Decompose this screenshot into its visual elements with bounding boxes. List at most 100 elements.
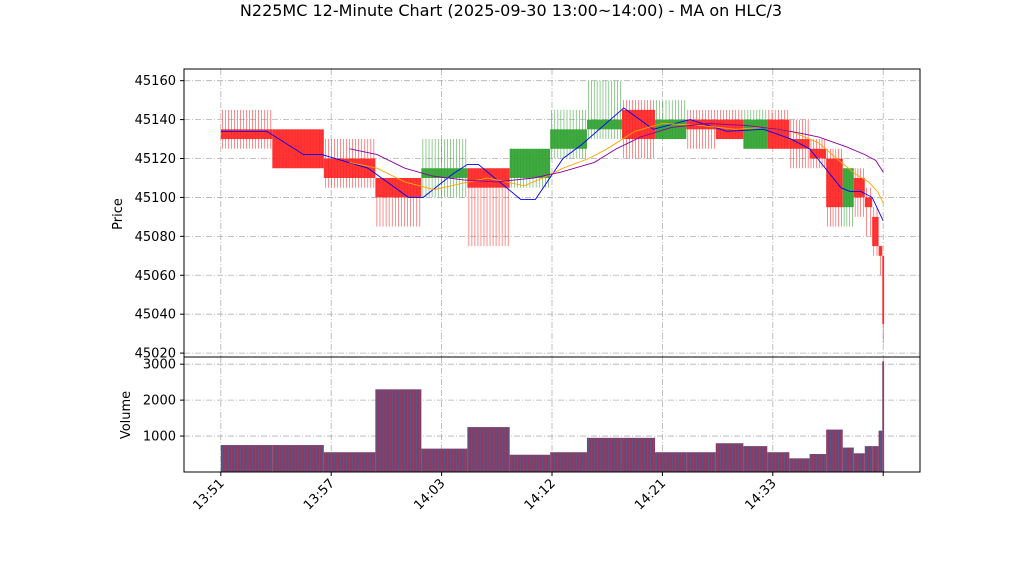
candle	[878, 246, 883, 276]
volume-bar	[375, 389, 422, 472]
price-tick-label: 45020	[135, 347, 176, 362]
candle-body	[621, 109, 656, 140]
volume-bar-fill	[586, 437, 622, 472]
candle	[323, 139, 376, 188]
candle	[809, 139, 827, 169]
price-tick-label: 45060	[135, 269, 176, 284]
volume-bar	[655, 452, 687, 472]
price-tick-label: 45160	[135, 74, 176, 89]
volume-bar	[621, 437, 656, 472]
candle	[421, 139, 468, 198]
x-tick-label: 13:51	[191, 476, 228, 513]
candle	[220, 109, 273, 149]
candle-body	[550, 129, 587, 149]
volume-bar	[767, 452, 790, 472]
candle-body	[743, 119, 768, 149]
candle	[686, 109, 716, 149]
candle-body	[220, 129, 273, 140]
volume-bar	[826, 429, 843, 472]
volume-bars	[220, 361, 885, 472]
candle	[621, 100, 656, 159]
candle-body	[272, 129, 324, 169]
volume-bar	[872, 446, 879, 472]
moving-averages	[220, 107, 884, 221]
candle-body	[809, 148, 827, 159]
volume-bar-fill	[550, 452, 587, 472]
x-tick-label: 14:03	[411, 476, 448, 513]
volume-bar	[550, 452, 587, 472]
volume-bar	[743, 446, 768, 472]
price-axis-label: Price	[111, 198, 126, 230]
volume-gridlines	[184, 357, 920, 472]
volume-bar	[323, 452, 376, 472]
price-tick-label: 45120	[135, 152, 176, 167]
volume-bar-fill	[809, 454, 827, 472]
volume-bar	[853, 453, 865, 472]
volume-bar-fill	[743, 446, 768, 472]
volume-bar-fill	[872, 446, 879, 472]
candle	[872, 207, 879, 256]
volume-bar-fill	[853, 453, 865, 472]
volume-bar	[467, 427, 510, 472]
volume-bar	[789, 458, 810, 472]
volume-tick-label: 1000	[143, 430, 176, 445]
x-ticks: 13:51 13:57 14:03 14:12 14:21 14:33	[191, 472, 884, 513]
volume-bar-fill	[864, 446, 873, 472]
x-tick-label: 14:33	[743, 476, 780, 513]
candle-body	[655, 119, 687, 140]
candle	[375, 177, 422, 227]
volume-bar	[809, 454, 827, 472]
candle	[586, 80, 622, 140]
candle-body	[323, 158, 376, 178]
volume-bar	[715, 443, 744, 472]
volume-bar	[220, 445, 273, 472]
candle-body	[842, 168, 854, 208]
moving-average-line-3	[349, 123, 884, 183]
candle-body	[509, 148, 551, 178]
candle	[853, 168, 865, 217]
candle-body	[853, 177, 865, 198]
volume-axis-label: Volume	[119, 391, 134, 439]
candle	[272, 129, 324, 169]
volume-bar	[509, 454, 551, 472]
candle-body	[872, 216, 879, 247]
volume-tick-label: 2000	[143, 394, 176, 409]
candle-body	[864, 197, 873, 208]
x-tick-label: 13:57	[301, 476, 338, 513]
volume-panel-frame	[183, 356, 921, 473]
volume-bar	[586, 437, 622, 472]
price-tick-label: 45040	[135, 308, 176, 323]
candle	[842, 168, 854, 227]
volume-bar-fill	[826, 429, 843, 472]
volume-bar	[882, 361, 885, 472]
moving-average-line-1	[220, 107, 884, 221]
candle	[655, 100, 687, 140]
candle	[467, 168, 510, 247]
price-tick-label: 45100	[135, 191, 176, 206]
volume-bar-fill	[467, 427, 510, 472]
candle	[864, 187, 873, 237]
volume-bar-fill	[842, 447, 854, 472]
candle-body	[878, 246, 883, 256]
x-tick-label: 14:21	[632, 476, 669, 513]
candle	[550, 109, 587, 159]
candle	[509, 148, 551, 188]
x-tick-label: 14:12	[522, 476, 559, 513]
candle-body	[375, 177, 422, 198]
volume-tick-label: 3000	[143, 358, 176, 373]
price-gridlines	[184, 69, 920, 357]
volume-bar	[686, 452, 716, 472]
candle-body	[421, 168, 468, 178]
volume-bar	[864, 446, 873, 472]
candle-body	[882, 255, 885, 324]
moving-average-line-2	[349, 123, 884, 204]
price-tick-label: 45140	[135, 113, 176, 128]
candlesticks	[220, 80, 885, 344]
chart-title: N225MC 12-Minute Chart (2025-09-30 13:00…	[240, 1, 782, 20]
volume-bar	[421, 448, 468, 472]
volume-bar	[842, 447, 854, 472]
volume-y-ticks: 1000 2000 3000	[143, 358, 184, 445]
price-tick-label: 45080	[135, 230, 176, 245]
